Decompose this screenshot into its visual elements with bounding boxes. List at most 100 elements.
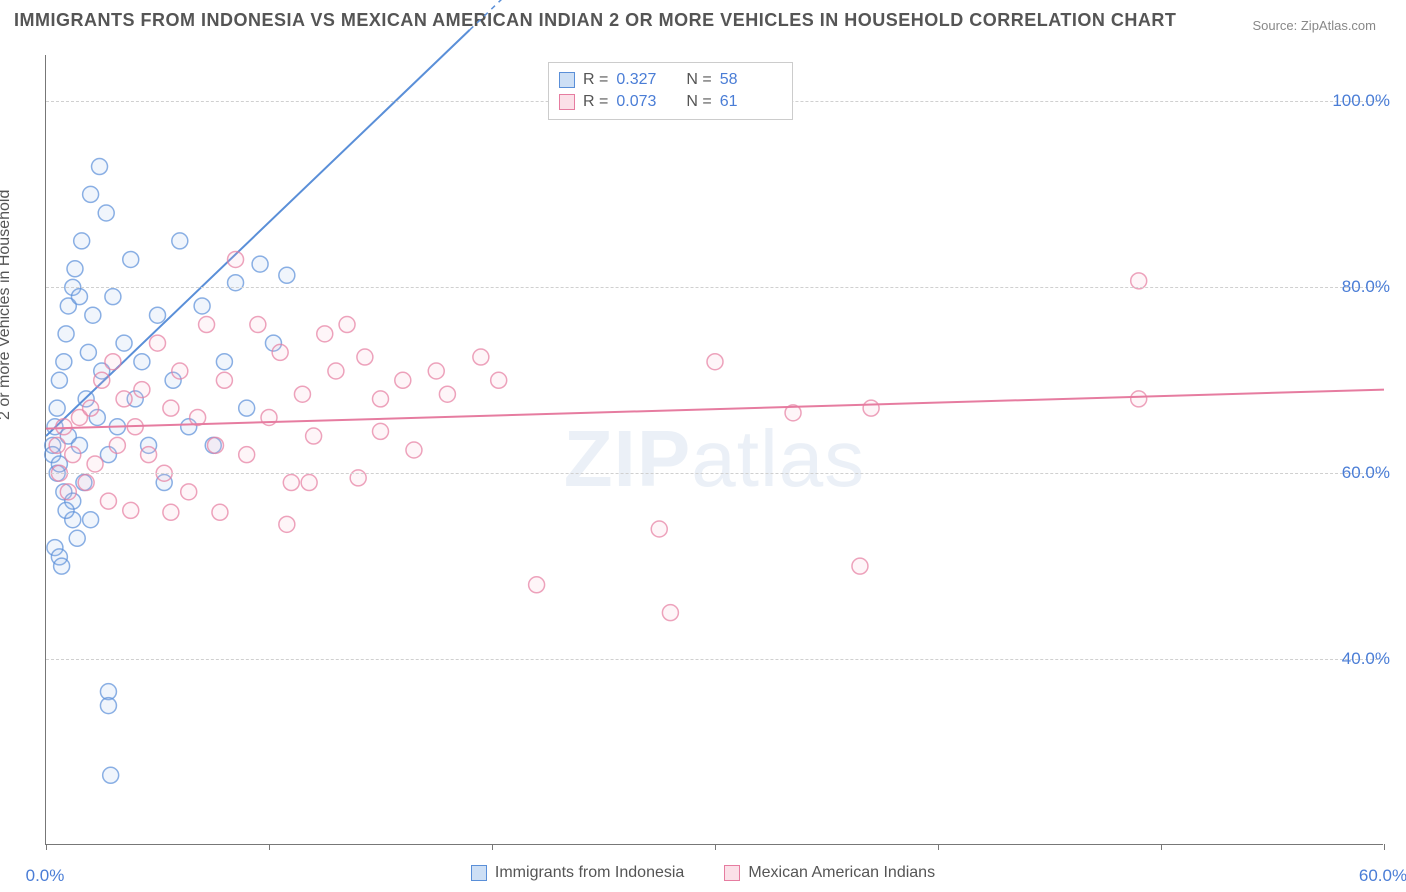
legend-label: Mexican American Indians: [748, 864, 935, 882]
data-point: [473, 349, 489, 365]
data-point: [109, 437, 125, 453]
data-point: [83, 186, 99, 202]
data-point: [141, 447, 157, 463]
data-point: [1131, 391, 1147, 407]
data-point: [428, 363, 444, 379]
data-point: [194, 298, 210, 314]
data-point: [328, 363, 344, 379]
data-point: [67, 261, 83, 277]
data-point: [283, 475, 299, 491]
data-point: [94, 372, 110, 388]
data-point: [51, 372, 67, 388]
r-label: R =: [583, 69, 608, 91]
data-point: [357, 349, 373, 365]
legend-item: Mexican American Indians: [724, 864, 935, 882]
data-point: [150, 335, 166, 351]
data-point: [294, 386, 310, 402]
data-point: [87, 456, 103, 472]
r-label: R =: [583, 91, 608, 113]
data-point: [58, 326, 74, 342]
legend-item: Immigrants from Indonesia: [471, 864, 684, 882]
x-tick: [1161, 844, 1162, 850]
n-value: 61: [720, 91, 770, 113]
gridline: [46, 659, 1383, 660]
data-point: [279, 267, 295, 283]
data-point: [100, 493, 116, 509]
data-point: [69, 530, 85, 546]
gridline: [46, 287, 1383, 288]
scatter-svg: [46, 55, 1383, 844]
data-point: [123, 502, 139, 518]
legend-swatch: [471, 865, 487, 881]
data-point: [56, 354, 72, 370]
y-tick-label: 100.0%: [1332, 91, 1390, 111]
data-point: [707, 354, 723, 370]
x-tick: [492, 844, 493, 850]
data-point: [80, 344, 96, 360]
data-point: [150, 307, 166, 323]
legend-swatch: [559, 94, 575, 110]
data-point: [317, 326, 333, 342]
data-point: [529, 577, 545, 593]
y-tick-label: 80.0%: [1342, 277, 1390, 297]
data-point: [105, 289, 121, 305]
correlation-legend-box: R = 0.327 N = 58R = 0.073 N = 61: [548, 62, 793, 120]
data-point: [116, 391, 132, 407]
legend-swatch: [559, 72, 575, 88]
y-tick-label: 40.0%: [1342, 649, 1390, 669]
data-point: [49, 437, 65, 453]
data-point: [123, 251, 139, 267]
data-point: [250, 317, 266, 333]
correlation-row: R = 0.073 N = 61: [559, 91, 782, 113]
data-point: [199, 317, 215, 333]
x-tick: [269, 844, 270, 850]
n-label: N =: [686, 91, 711, 113]
data-point: [83, 512, 99, 528]
data-point: [207, 437, 223, 453]
data-point: [134, 382, 150, 398]
data-point: [651, 521, 667, 537]
r-value: 0.327: [616, 69, 666, 91]
source-label: Source:: [1252, 18, 1300, 33]
data-point: [395, 372, 411, 388]
data-point: [863, 400, 879, 416]
data-point: [373, 391, 389, 407]
data-point: [216, 354, 232, 370]
data-point: [239, 400, 255, 416]
data-point: [134, 354, 150, 370]
correlation-row: R =0.327N =58: [559, 69, 782, 91]
y-tick-label: 60.0%: [1342, 463, 1390, 483]
data-point: [181, 484, 197, 500]
data-point: [98, 205, 114, 221]
data-point: [212, 504, 228, 520]
data-point: [239, 447, 255, 463]
x-tick-label: 60.0%: [1359, 866, 1406, 886]
data-point: [56, 419, 72, 435]
y-axis-label: 2 or more Vehicles in Household: [0, 190, 14, 420]
data-point: [78, 475, 94, 491]
data-point: [662, 605, 678, 621]
data-point: [71, 289, 87, 305]
data-point: [406, 442, 422, 458]
data-point: [85, 307, 101, 323]
series-legend: Immigrants from Indonesia Mexican America…: [0, 864, 1406, 882]
data-point: [301, 475, 317, 491]
data-point: [54, 558, 70, 574]
r-value: 0.073: [616, 91, 666, 113]
data-point: [105, 354, 121, 370]
n-value: 58: [720, 69, 770, 91]
chart-title: IMMIGRANTS FROM INDONESIA VS MEXICAN AME…: [14, 10, 1176, 31]
data-point: [65, 447, 81, 463]
data-point: [116, 335, 132, 351]
source-credit: Source: ZipAtlas.com: [1252, 18, 1376, 33]
data-point: [491, 372, 507, 388]
data-point: [306, 428, 322, 444]
data-point: [252, 256, 268, 272]
legend-swatch: [724, 865, 740, 881]
data-point: [172, 233, 188, 249]
data-point: [373, 423, 389, 439]
legend-label: Immigrants from Indonesia: [495, 864, 684, 882]
data-point: [83, 400, 99, 416]
source-link[interactable]: ZipAtlas.com: [1301, 18, 1376, 33]
data-point: [92, 159, 108, 175]
